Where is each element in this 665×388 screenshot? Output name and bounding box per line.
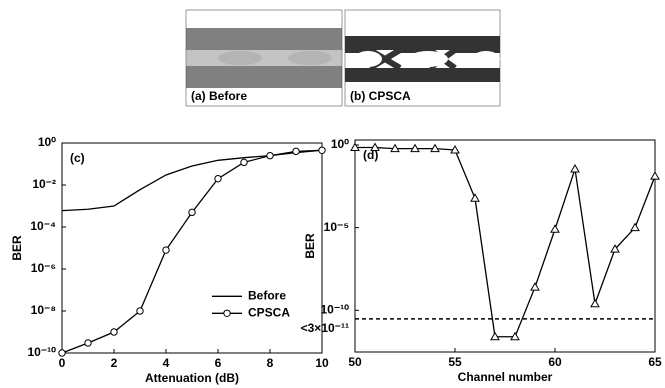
figure: (a) Before (b) CPSCA 0 2 4 6 8 10 10⁻¹⁰ 10⁻⁸ 10⁻… xyxy=(0,0,665,388)
legend-label: Before xyxy=(248,288,286,302)
marker xyxy=(215,175,221,181)
x-axis-label: Channel number xyxy=(458,370,553,384)
marker xyxy=(59,350,65,356)
x-tick-label: 2 xyxy=(111,356,118,370)
marker xyxy=(111,329,117,335)
y-tick-label: 10⁻¹⁰ xyxy=(321,302,350,316)
marker xyxy=(319,147,325,153)
marker xyxy=(551,225,559,232)
x-tick-label: 55 xyxy=(448,355,462,369)
x-tick-label: 10 xyxy=(315,356,329,370)
y-tick-label: 10⁻² xyxy=(32,177,56,191)
marker xyxy=(531,283,539,290)
eye-a: (a) Before xyxy=(186,10,342,106)
x-tick-label: 65 xyxy=(648,355,662,369)
marker xyxy=(571,165,579,172)
marker xyxy=(241,159,247,165)
marker xyxy=(267,152,273,158)
x-tick-label: 8 xyxy=(267,356,274,370)
x-tick-label: 4 xyxy=(163,356,170,370)
plot-frame xyxy=(355,140,655,352)
series-line xyxy=(355,148,655,337)
threshold-label: <3×10⁻¹¹ xyxy=(301,321,349,335)
panel-label: (c) xyxy=(70,151,85,165)
series-line xyxy=(62,150,322,353)
y-tick-label: 10⁻⁵ xyxy=(324,220,349,234)
y-tick-label: 10⁰ xyxy=(331,137,349,151)
x-tick-label: 0 xyxy=(59,356,66,370)
x-tick-label: 60 xyxy=(548,355,562,369)
y-tick-label: 10⁻¹⁰ xyxy=(28,345,57,359)
eye-b: (b) CPSCA xyxy=(345,10,500,106)
legend-marker xyxy=(224,310,230,316)
y-axis-label: BER xyxy=(10,235,24,261)
marker xyxy=(471,194,479,201)
legend-label: CPSCA xyxy=(248,305,290,319)
marker xyxy=(189,209,195,215)
x-tick-label: 50 xyxy=(348,355,362,369)
y-tick-label: 10⁻⁶ xyxy=(31,261,56,275)
series-line xyxy=(62,150,322,210)
marker xyxy=(631,224,639,231)
y-axis-label: BER xyxy=(303,233,317,259)
y-tick-label: 10⁰ xyxy=(38,135,56,149)
plot-frame xyxy=(62,143,322,353)
x-axis-label: Attenuation (dB) xyxy=(145,371,239,385)
y-tick-label: 10⁻⁴ xyxy=(30,219,56,233)
marker xyxy=(651,172,659,179)
x-tick-label: 6 xyxy=(215,356,222,370)
eye-label: (b) CPSCA xyxy=(350,89,411,103)
marker xyxy=(85,340,91,346)
marker xyxy=(137,308,143,314)
marker xyxy=(591,300,599,307)
marker xyxy=(293,148,299,154)
marker xyxy=(163,247,169,253)
y-tick-label: 10⁻⁸ xyxy=(31,303,56,317)
eye-label: (a) Before xyxy=(191,89,247,103)
